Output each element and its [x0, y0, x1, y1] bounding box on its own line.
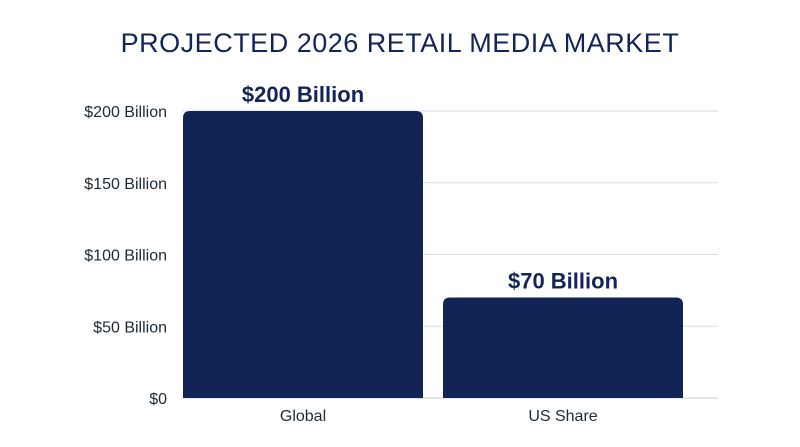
chart-title: PROJECTED 2026 RETAIL MEDIA MARKET [120, 28, 680, 58]
y-tick-label: $150 Billion [84, 176, 167, 193]
x-category-label: Global [280, 408, 326, 425]
y-tick-label: $50 Billion [93, 319, 167, 336]
bar-value-label: $200 Billion [242, 82, 364, 107]
y-tick-label: $200 Billion [84, 104, 167, 121]
data-labels: $200 Billion $70 Billion [242, 82, 618, 294]
y-axis: $0 $50 Billion $100 Billion $150 Billion $20… [84, 104, 167, 408]
bar-value-label: $70 Billion [508, 269, 618, 294]
y-tick-label: $100 Billion [84, 248, 167, 265]
bars [183, 111, 683, 398]
x-category-label: US Share [528, 408, 597, 425]
y-tick-label: $0 [149, 391, 167, 408]
bar [183, 111, 423, 398]
bar [443, 297, 683, 398]
x-axis: Global US Share [280, 408, 598, 425]
